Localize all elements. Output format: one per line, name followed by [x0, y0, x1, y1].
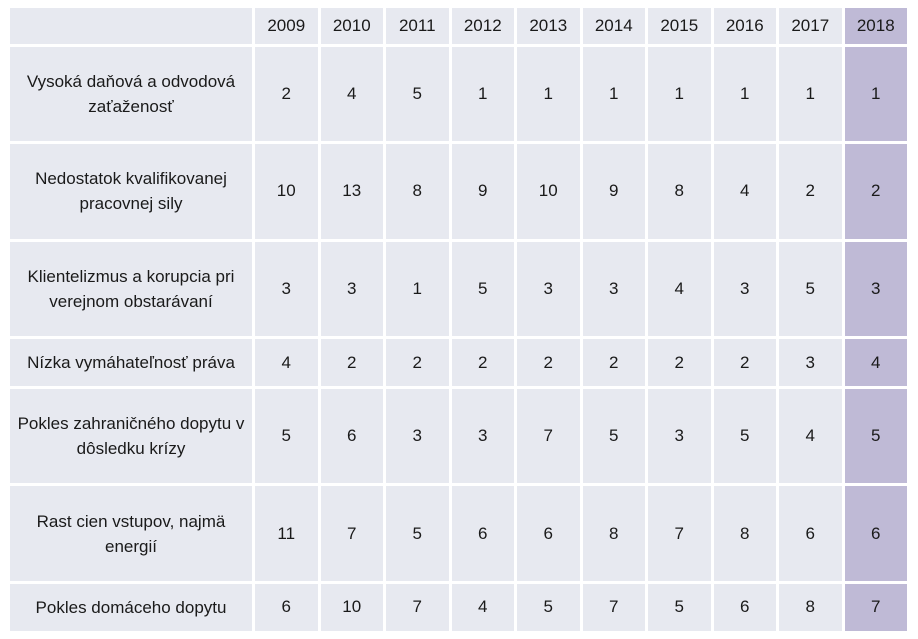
- rank-cell: 7: [582, 583, 645, 631]
- rank-cell: 4: [255, 338, 318, 387]
- header-row: 2009 2010 2011 2012 2013 2014 2015 2016 2017 2018: [10, 8, 907, 44]
- rank-cell: 2: [648, 338, 711, 387]
- rank-cell: 6: [255, 583, 318, 631]
- rank-cell: 3: [648, 389, 711, 484]
- rank-cell: 4: [451, 583, 514, 631]
- rank-cell: 1: [648, 47, 711, 142]
- year-header: 2016: [713, 8, 776, 44]
- rank-cell: 1: [844, 47, 907, 142]
- table-row: Nízka vymáhateľnosť práva 4 2 2 2 2 2 2 2 3 4: [10, 338, 907, 387]
- year-header: 2015: [648, 8, 711, 44]
- rank-cell: 13: [320, 144, 383, 239]
- table-row: Pokles zahraničného dopytu v dôsledku kr…: [10, 389, 907, 484]
- rank-cell: 2: [582, 338, 645, 387]
- rank-cell: 2: [320, 338, 383, 387]
- corner-cell: [10, 8, 252, 44]
- rank-cell: 8: [648, 144, 711, 239]
- rank-cell: 2: [386, 338, 449, 387]
- row-label: Nedostatok kvalifikovanej pracovnej sily: [10, 144, 252, 239]
- rank-cell: 3: [582, 241, 645, 336]
- table-row: Vysoká daňová a odvodová zaťaženosť 2 4 5 1 1…: [10, 47, 907, 142]
- year-header: 2009: [255, 8, 318, 44]
- rank-cell: 5: [386, 486, 449, 581]
- rank-cell: 1: [582, 47, 645, 142]
- row-label: Nízka vymáhateľnosť práva: [10, 338, 252, 387]
- year-header: 2018: [844, 8, 907, 44]
- rank-cell: 5: [386, 47, 449, 142]
- rank-cell: 9: [582, 144, 645, 239]
- rank-cell: 3: [255, 241, 318, 336]
- rank-cell: 10: [320, 583, 383, 631]
- rank-cell: 5: [844, 389, 907, 484]
- rank-cell: 7: [320, 486, 383, 581]
- rank-cell: 1: [713, 47, 776, 142]
- table-row: Klientelizmus a korupcia pri verejnom ob…: [10, 241, 907, 336]
- year-header: 2010: [320, 8, 383, 44]
- rank-cell: 11: [255, 486, 318, 581]
- row-label: Rast cien vstupov, najmä energií: [10, 486, 252, 581]
- rank-cell: 7: [386, 583, 449, 631]
- row-label: Pokles domáceho dopytu: [10, 583, 252, 631]
- table-row: Nedostatok kvalifikovanej pracovnej sily…: [10, 144, 907, 239]
- table-body: Vysoká daňová a odvodová zaťaženosť 2 4 5 1 1…: [10, 47, 907, 631]
- rank-cell: 2: [255, 47, 318, 142]
- rank-cell: 4: [844, 338, 907, 387]
- rank-cell: 6: [844, 486, 907, 581]
- rank-cell: 5: [779, 241, 842, 336]
- rank-cell: 5: [713, 389, 776, 484]
- rank-cell: 1: [451, 47, 514, 142]
- rank-cell: 2: [844, 144, 907, 239]
- rank-cell: 8: [582, 486, 645, 581]
- rank-cell: 2: [779, 144, 842, 239]
- rank-cell: 10: [517, 144, 580, 239]
- rank-cell: 1: [386, 241, 449, 336]
- rank-cell: 8: [386, 144, 449, 239]
- row-label: Klientelizmus a korupcia pri verejnom ob…: [10, 241, 252, 336]
- rank-cell: 3: [320, 241, 383, 336]
- rank-cell: 3: [451, 389, 514, 484]
- rank-cell: 6: [517, 486, 580, 581]
- rank-cell: 5: [255, 389, 318, 484]
- rank-cell: 5: [451, 241, 514, 336]
- rank-cell: 6: [320, 389, 383, 484]
- rank-cell: 3: [779, 338, 842, 387]
- table-row: Pokles domáceho dopytu 6 10 7 4 5 7 5 6 8 7: [10, 583, 907, 631]
- rank-cell: 9: [451, 144, 514, 239]
- row-label: Pokles zahraničného dopytu v dôsledku kr…: [10, 389, 252, 484]
- rank-cell: 7: [517, 389, 580, 484]
- year-header: 2011: [386, 8, 449, 44]
- rank-cell: 4: [648, 241, 711, 336]
- rank-cell: 2: [451, 338, 514, 387]
- rank-cell: 8: [779, 583, 842, 631]
- rank-cell: 4: [320, 47, 383, 142]
- rank-cell: 3: [517, 241, 580, 336]
- year-header: 2014: [582, 8, 645, 44]
- rank-cell: 5: [517, 583, 580, 631]
- rank-cell: 7: [648, 486, 711, 581]
- rank-cell: 5: [648, 583, 711, 631]
- rank-cell: 4: [713, 144, 776, 239]
- rank-cell: 3: [713, 241, 776, 336]
- ranking-table: 2009 2010 2011 2012 2013 2014 2015 2016 2017 2018…: [7, 5, 910, 634]
- rank-cell: 7: [844, 583, 907, 631]
- rank-cell: 10: [255, 144, 318, 239]
- rank-cell: 4: [779, 389, 842, 484]
- rank-cell: 8: [713, 486, 776, 581]
- rank-cell: 2: [713, 338, 776, 387]
- year-header: 2012: [451, 8, 514, 44]
- rank-cell: 3: [844, 241, 907, 336]
- rank-cell: 6: [451, 486, 514, 581]
- rank-cell: 3: [386, 389, 449, 484]
- rank-cell: 1: [517, 47, 580, 142]
- rank-cell: 6: [713, 583, 776, 631]
- rank-cell: 5: [582, 389, 645, 484]
- table-row: Rast cien vstupov, najmä energií 11 7 5 6 6 8 7…: [10, 486, 907, 581]
- rank-cell: 6: [779, 486, 842, 581]
- year-header: 2017: [779, 8, 842, 44]
- year-header: 2013: [517, 8, 580, 44]
- row-label: Vysoká daňová a odvodová zaťaženosť: [10, 47, 252, 142]
- rank-cell: 1: [779, 47, 842, 142]
- rank-cell: 2: [517, 338, 580, 387]
